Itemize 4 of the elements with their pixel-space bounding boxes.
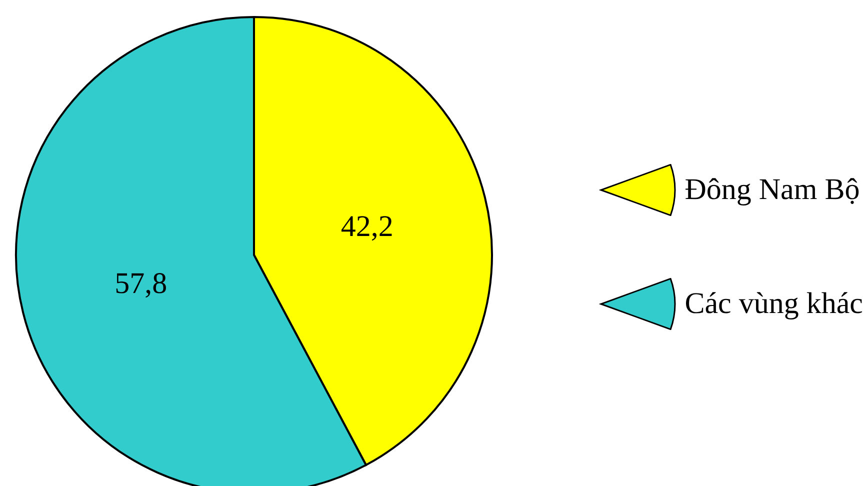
legend-label: Đông Nam Bộ	[684, 173, 860, 207]
data-label: 57,8	[114, 266, 168, 300]
data-label: 42,2	[340, 210, 394, 244]
legend-label: Các vùng khác	[684, 287, 863, 321]
